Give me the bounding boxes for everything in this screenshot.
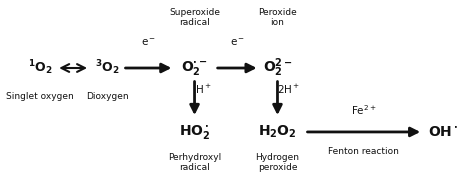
Text: e$^-$: e$^-$: [141, 37, 156, 48]
Text: $^{\mathbf{1}}\mathbf{O_2}$: $^{\mathbf{1}}\mathbf{O_2}$: [28, 59, 53, 77]
Text: $\mathbf{OH^\bullet}$: $\mathbf{OH^\bullet}$: [428, 125, 458, 139]
Text: Perhydroxyl
radical: Perhydroxyl radical: [168, 153, 221, 172]
Text: $^{\mathbf{3}}\mathbf{O_2}$: $^{\mathbf{3}}\mathbf{O_2}$: [95, 59, 119, 77]
Text: 2H$^+$: 2H$^+$: [277, 83, 301, 96]
Text: $\mathbf{HO_2^\bullet}$: $\mathbf{HO_2^\bullet}$: [179, 123, 210, 141]
Text: $\mathbf{H_2O_2}$: $\mathbf{H_2O_2}$: [258, 124, 297, 140]
Text: Fenton reaction: Fenton reaction: [328, 147, 399, 156]
Text: Hydrogen
peroxide: Hydrogen peroxide: [255, 153, 300, 172]
Text: H$^+$: H$^+$: [195, 83, 212, 96]
Text: Fe$^{2+}$: Fe$^{2+}$: [351, 103, 376, 117]
Text: Superoxide
radical: Superoxide radical: [169, 8, 220, 27]
Text: $\mathbf{O_2^{2-}}$: $\mathbf{O_2^{2-}}$: [263, 57, 292, 79]
Text: e$^-$: e$^-$: [230, 37, 245, 48]
Text: Singlet oxygen: Singlet oxygen: [6, 92, 74, 101]
Text: Peroxide
ion: Peroxide ion: [258, 8, 297, 27]
Text: Dioxygen: Dioxygen: [86, 92, 128, 101]
Text: $\mathbf{O_2^{\bullet-}}$: $\mathbf{O_2^{\bullet-}}$: [181, 59, 208, 77]
